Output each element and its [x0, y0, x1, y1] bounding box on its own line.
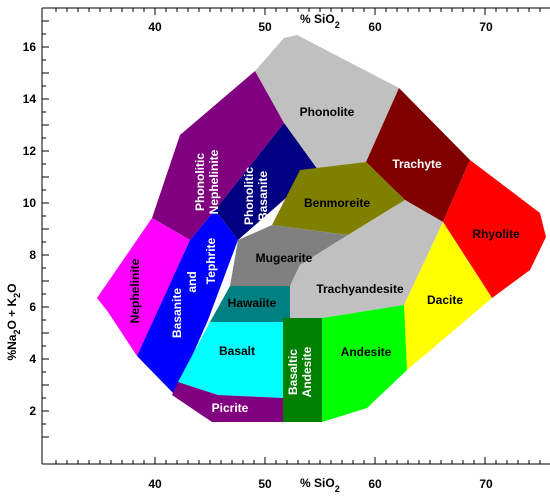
x-tick-label-bottom-70: 70 [479, 477, 493, 491]
field-labels: Phonolite Trachyte Rhyolite PhonoliticNe… [128, 105, 520, 415]
field-picrite [172, 382, 283, 422]
label-nephelinite: Nephelinite [128, 258, 142, 323]
label-andesite: Andesite [341, 345, 392, 359]
label-basanite-tephrite-tephrite: Tephrite [204, 237, 218, 284]
label-phonolitic-nephelinite: PhonoliticNephelinite [193, 149, 221, 214]
y-tick-label-10: 10 [23, 196, 37, 210]
field-hawaiite [210, 286, 290, 322]
label-dacite: Dacite [427, 293, 463, 307]
field-dacite [404, 222, 492, 370]
x-tick-label-top-70: 70 [479, 20, 493, 34]
label-phonolite: Phonolite [300, 105, 355, 119]
x-tick-labels-top: 40 50 60 70 [148, 20, 493, 34]
field-nephelinite [97, 218, 190, 356]
x-tick-label-bottom-60: 60 [368, 477, 382, 491]
label-rhyolite: Rhyolite [472, 227, 520, 241]
x-tick-label-bottom-50: 50 [258, 477, 272, 491]
field-trachyandesite [290, 200, 443, 318]
field-trachyte [366, 88, 470, 222]
field-polygons [97, 35, 546, 422]
label-hawaiite: Hawaiite [228, 296, 277, 310]
y-tick-label-2: 2 [29, 404, 36, 418]
label-picrite: Picrite [212, 401, 249, 415]
field-basaltic-andesite [283, 318, 322, 422]
label-trachyte: Trachyte [392, 157, 442, 171]
field-mugearite [230, 225, 348, 286]
label-mugearite: Mugearite [256, 251, 313, 265]
label-basanite-tephrite: Basanite [170, 288, 184, 338]
field-andesite [322, 305, 407, 422]
field-rhyolite [443, 160, 546, 298]
y-tick-label-4: 4 [29, 352, 36, 366]
field-basalt [178, 322, 283, 398]
label-basanite-tephrite-and: and [185, 271, 199, 292]
x-tick-labels-bottom: 40 50 60 70 [148, 477, 493, 491]
x-axis-title-top: % SiO2 [300, 12, 340, 30]
field-benmoreite [272, 162, 405, 235]
y-tick-labels: 2 4 6 8 10 12 14 16 [23, 40, 37, 418]
label-benmoreite: Benmoreite [304, 196, 370, 210]
x-tick-label-top-40: 40 [148, 20, 162, 34]
y-axis-title: %Na2O + K2O [5, 283, 22, 360]
tick-marks [42, 8, 541, 464]
x-axis-title-bottom: % SiO2 [300, 476, 340, 494]
label-basaltic-andesite: BasalticAndesite [286, 346, 314, 397]
y-tick-label-8: 8 [29, 248, 36, 262]
axes [41, 7, 550, 465]
field-phonolitic-basanite [215, 123, 318, 240]
x-tick-label-top-50: 50 [258, 20, 272, 34]
field-basanite-tephrite [137, 210, 238, 395]
label-phonolitic-basanite: PhonoliticBasanite [242, 167, 270, 225]
x-tick-label-bottom-40: 40 [148, 477, 162, 491]
field-phonolitic-nephelinite [152, 71, 284, 240]
y-tick-label-16: 16 [23, 40, 37, 54]
x-tick-label-top-60: 60 [368, 20, 382, 34]
y-tick-label-12: 12 [23, 144, 37, 158]
y-tick-label-6: 6 [29, 300, 36, 314]
label-basalt: Basalt [219, 344, 255, 358]
label-trachyandesite: Trachyandesite [316, 282, 404, 296]
y-tick-label-14: 14 [23, 92, 37, 106]
